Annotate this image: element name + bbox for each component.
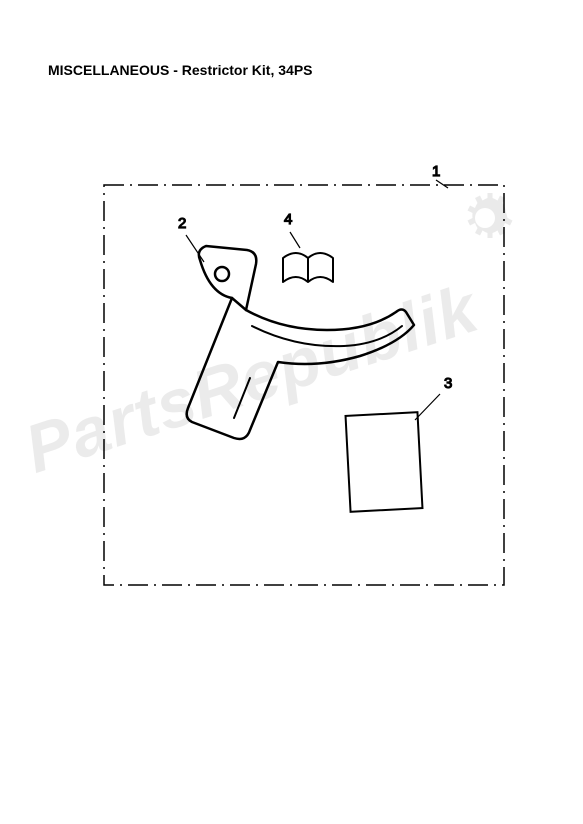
parts-diagram: 1 2 3 4: [0, 0, 583, 824]
label-sticker-part: [346, 412, 423, 512]
callout-2-label: 2: [178, 215, 186, 232]
gear-watermark-icon: [455, 188, 515, 248]
booklet-part: [283, 253, 333, 282]
callout-4-label: 4: [284, 211, 292, 228]
page: MISCELLANEOUS - Restrictor Kit, 34PS: [0, 0, 583, 824]
callout-3-label: 3: [444, 375, 452, 392]
callout-1-label: 1: [432, 163, 440, 180]
